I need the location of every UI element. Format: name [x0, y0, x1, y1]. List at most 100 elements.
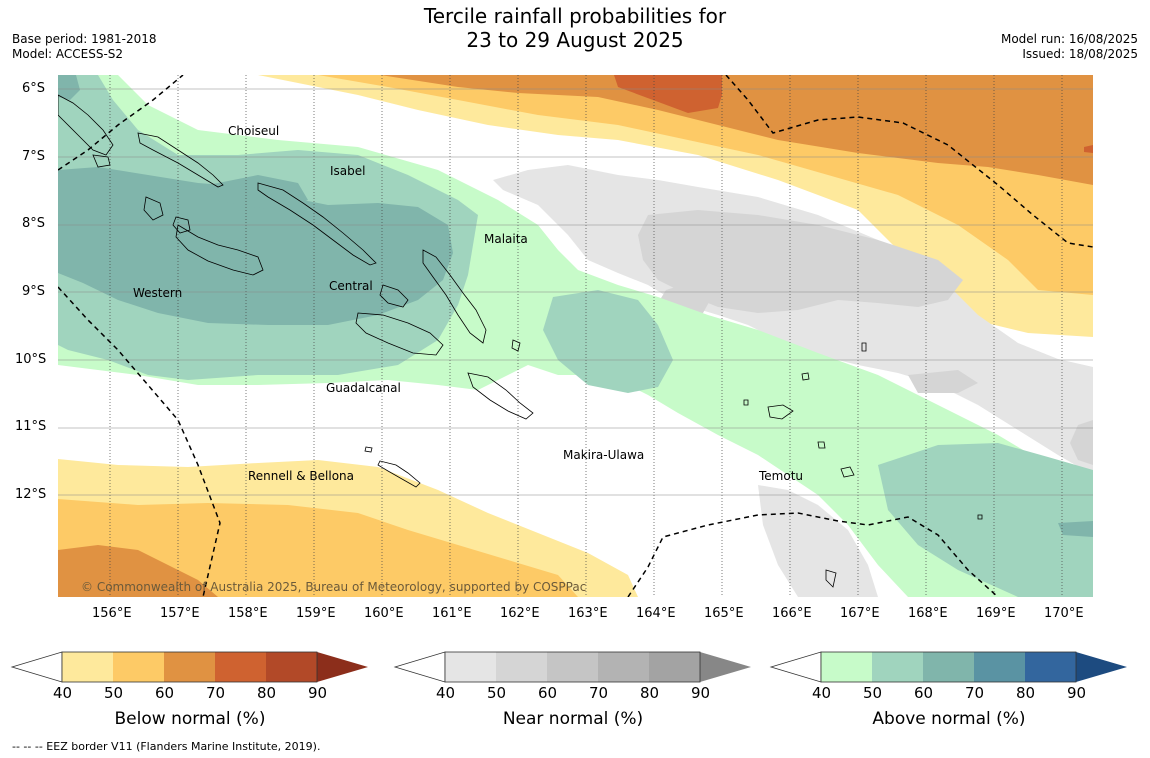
island-bougainville-tip — [58, 94, 114, 156]
region-label-malaita: Malaita — [484, 232, 528, 246]
island-anuta — [977, 514, 983, 520]
island-duff — [801, 372, 810, 381]
parallel-grid — [58, 88, 1093, 496]
eez-north-east — [725, 75, 1093, 248]
island-new-georgia — [175, 224, 264, 276]
region-label-temotu: Temotu — [759, 469, 804, 483]
island-ulawa — [511, 339, 521, 352]
colorbar-over — [317, 652, 368, 682]
lon-label: 163°E — [568, 606, 608, 621]
colorbar-tick: 80 — [257, 684, 277, 702]
island-reef — [743, 399, 749, 406]
lat-label: 11°S — [15, 419, 47, 434]
meta-right: Model run: 16/08/2025 Issued: 18/08/2025 — [1001, 32, 1138, 62]
above-60-c — [1058, 521, 1093, 537]
lat-label: 9°S — [22, 284, 46, 299]
near-40-south — [758, 485, 878, 597]
island-kolombangara — [172, 216, 191, 234]
model-run-text: Model run: 16/08/2025 — [1000, 32, 1138, 46]
colorbar-swatch — [266, 652, 317, 682]
above-60-b — [208, 175, 308, 210]
colorbar-tick: 50 — [487, 684, 507, 702]
colorbar-below — [10, 651, 368, 683]
map-area — [58, 75, 1093, 597]
region-label-rennell-bellona: Rennell & Bellona — [248, 469, 355, 483]
above-50-east — [543, 290, 673, 393]
colorbar-over — [700, 652, 751, 682]
colorbar-tick: 40 — [53, 684, 73, 702]
lat-label: 10°S — [15, 352, 47, 367]
lon-label: 160°E — [364, 606, 404, 621]
below-70-top — [614, 75, 722, 113]
colorbar-tick: 70 — [965, 684, 985, 702]
lat-label: 12°S — [15, 487, 47, 502]
model-text: Model: ACCESS-S2 — [12, 47, 124, 61]
island-florida — [379, 284, 409, 308]
lat-label: 6°S — [22, 81, 46, 96]
colorbar-swatch — [215, 652, 266, 682]
near-50-c — [908, 370, 978, 393]
lon-label: 159°E — [296, 606, 336, 621]
base-period-text: Base period: 1981-2018 — [12, 32, 157, 46]
issued-text: Issued: 18/08/2025 — [1022, 47, 1138, 61]
lon-label: 166°E — [772, 606, 812, 621]
below-60-top — [380, 75, 1093, 185]
lon-label: 170°E — [1044, 606, 1084, 621]
colorbar-under — [10, 651, 63, 683]
island-guadalcanal — [355, 312, 444, 356]
meridian-grid — [109, 75, 1063, 597]
colorbar-tick: 60 — [914, 684, 934, 702]
region-label-central: Central — [329, 279, 373, 293]
lat-label: 7°S — [22, 149, 46, 164]
lon-label: 157°E — [160, 606, 200, 621]
map-title: Tercile rainfall probabilities for 23 to… — [0, 4, 1150, 52]
colorbar-tick: 50 — [104, 684, 124, 702]
colorbar-tick: 90 — [1067, 684, 1087, 702]
island-utupua — [817, 441, 826, 449]
eez-west — [58, 286, 221, 597]
eez-borders — [58, 75, 1093, 597]
island-rennell — [377, 460, 421, 488]
lon-label: 158°E — [228, 606, 268, 621]
colorbar-tick: 70 — [206, 684, 226, 702]
colorbar-tick: 90 — [691, 684, 711, 702]
colorbar-swatch — [445, 652, 496, 682]
colorbar-swatch — [1025, 652, 1076, 682]
region-label-choiseul: Choiseul — [228, 124, 280, 138]
colorbar-swatch — [821, 652, 872, 682]
colorbar-under — [393, 651, 446, 683]
region-label-makira-ulawa: Makira-Ulawa — [563, 448, 645, 462]
colorbar-title: Near normal (%) — [502, 709, 644, 729]
island-isabel — [257, 182, 377, 266]
island-shortland — [92, 154, 111, 168]
island-outlines — [58, 94, 983, 588]
below-60-bottom — [58, 545, 218, 597]
title-line-1: Tercile rainfall probabilities for — [423, 4, 727, 28]
colorbar-tick: 50 — [863, 684, 883, 702]
above-50-southeast — [878, 443, 1093, 597]
colorbar-tick: 60 — [538, 684, 558, 702]
lon-label: 161°E — [432, 606, 472, 621]
island-tikopia — [861, 342, 867, 352]
colorbar-swatch — [872, 652, 923, 682]
colorbar-swatch — [649, 652, 700, 682]
lon-label: 169°E — [976, 606, 1016, 621]
colorbar-swatch — [547, 652, 598, 682]
below-70-top-edge — [1084, 145, 1093, 153]
region-label-guadalcanal: Guadalcanal — [326, 381, 401, 395]
colorbar-title: Below normal (%) — [114, 709, 266, 729]
island-santa-cruz — [767, 404, 794, 420]
colorbar-under — [769, 651, 822, 683]
island-vanikoro — [840, 466, 855, 478]
colorbar-tick: 80 — [640, 684, 660, 702]
colorbar-tick: 70 — [589, 684, 609, 702]
colorbar-swatch — [62, 652, 113, 682]
below-50-bottom — [58, 499, 578, 597]
eez-border-note: -- -- -- EEZ border V11 (Flanders Marine… — [12, 740, 321, 753]
colorbar-swatch — [974, 652, 1025, 682]
colorbar-near — [393, 651, 751, 683]
colorbar-tick: 80 — [1016, 684, 1036, 702]
lon-label: 168°E — [908, 606, 948, 621]
map-svg — [58, 75, 1093, 597]
colorbar-swatch — [164, 652, 215, 682]
